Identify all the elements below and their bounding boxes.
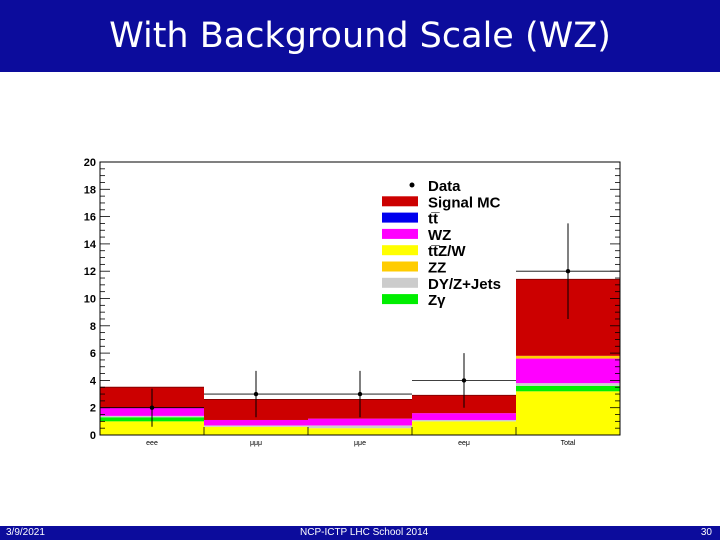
legend-swatch-1 xyxy=(382,196,418,207)
y-tick-label: 18 xyxy=(84,184,96,196)
legend-label-3: WZ xyxy=(428,227,451,244)
data-point-1 xyxy=(149,405,155,410)
x-tick-label: eee xyxy=(146,440,158,447)
bar-segment-2-3 xyxy=(204,425,308,427)
legend-label-1: Signal MC xyxy=(428,194,501,211)
slide-title: With Background Scale (WZ) xyxy=(109,16,611,56)
footer-page-number: 30 xyxy=(700,527,712,538)
bar-segment-4-4 xyxy=(412,413,516,420)
legend-label-5: ZZ xyxy=(428,260,446,277)
legend-label-7: Zγ xyxy=(428,292,446,309)
bar-segment-5-2 xyxy=(516,385,620,392)
y-tick-label: 20 xyxy=(84,157,96,169)
y-tick-label: 16 xyxy=(84,212,96,224)
legend-marker-data xyxy=(409,182,415,188)
bar-segment-3-3 xyxy=(308,425,412,429)
y-tick-label: 10 xyxy=(84,294,96,306)
legend-swatch-5 xyxy=(382,261,418,272)
bar-segment-2-1 xyxy=(204,426,308,435)
data-point-5 xyxy=(565,269,571,274)
legend-label-2: tt̅ xyxy=(428,211,440,228)
bar-segment-4-1 xyxy=(412,421,516,435)
data-point-4 xyxy=(461,378,467,383)
legend-swatch-7 xyxy=(382,294,418,305)
legend-swatch-6 xyxy=(382,277,418,288)
legend-label-0: Data xyxy=(428,178,461,195)
legend-swatch-2 xyxy=(382,212,418,223)
stacked-bar-chart: 0 2 4 6 8 10 12 14 16 18 20 eee μμμ μμe eeμ Total DataSi… xyxy=(84,157,621,447)
bar-segment-5-4 xyxy=(516,358,620,384)
legend-label-4: tt̅Z/W xyxy=(428,243,466,260)
bar-segment-2-4 xyxy=(204,419,308,426)
footer-date: 3/9/2021 xyxy=(6,527,45,538)
bar-segment-3-1 xyxy=(308,428,412,435)
bar-segment-1-1 xyxy=(100,421,204,435)
footer-event: NCP-ICTP LHC School 2014 xyxy=(300,527,429,538)
bar-segment-4-3 xyxy=(412,419,516,422)
bar-segment-5-5 xyxy=(516,355,620,359)
y-tick-label: 6 xyxy=(90,348,96,360)
x-tick-label: μμμ xyxy=(250,440,262,447)
y-tick-label: 0 xyxy=(90,430,96,442)
legend-label-6: DY/Z+Jets xyxy=(428,276,501,293)
y-tick-label: 12 xyxy=(84,266,96,278)
x-tick-label: eeμ xyxy=(458,440,470,447)
y-tick-label: 2 xyxy=(90,403,96,415)
data-point-2 xyxy=(253,391,259,397)
x-tick-label: Total xyxy=(561,440,576,447)
y-tick-label: 8 xyxy=(90,321,96,333)
bar-segment-5-3 xyxy=(516,383,620,386)
slide-footer: 3/9/2021 NCP-ICTP LHC School 2014 30 xyxy=(0,526,720,540)
y-tick-label: 4 xyxy=(90,375,97,387)
bar-segment-5-1 xyxy=(516,391,620,435)
legend-swatch-3 xyxy=(382,228,418,239)
slide-header: With Background Scale (WZ) xyxy=(0,0,720,72)
x-tick-label: μμe xyxy=(354,440,366,447)
y-tick-label: 14 xyxy=(84,239,97,251)
bar-segment-3-4 xyxy=(308,418,412,426)
legend-swatch-4 xyxy=(382,245,418,256)
data-point-3 xyxy=(357,391,363,397)
